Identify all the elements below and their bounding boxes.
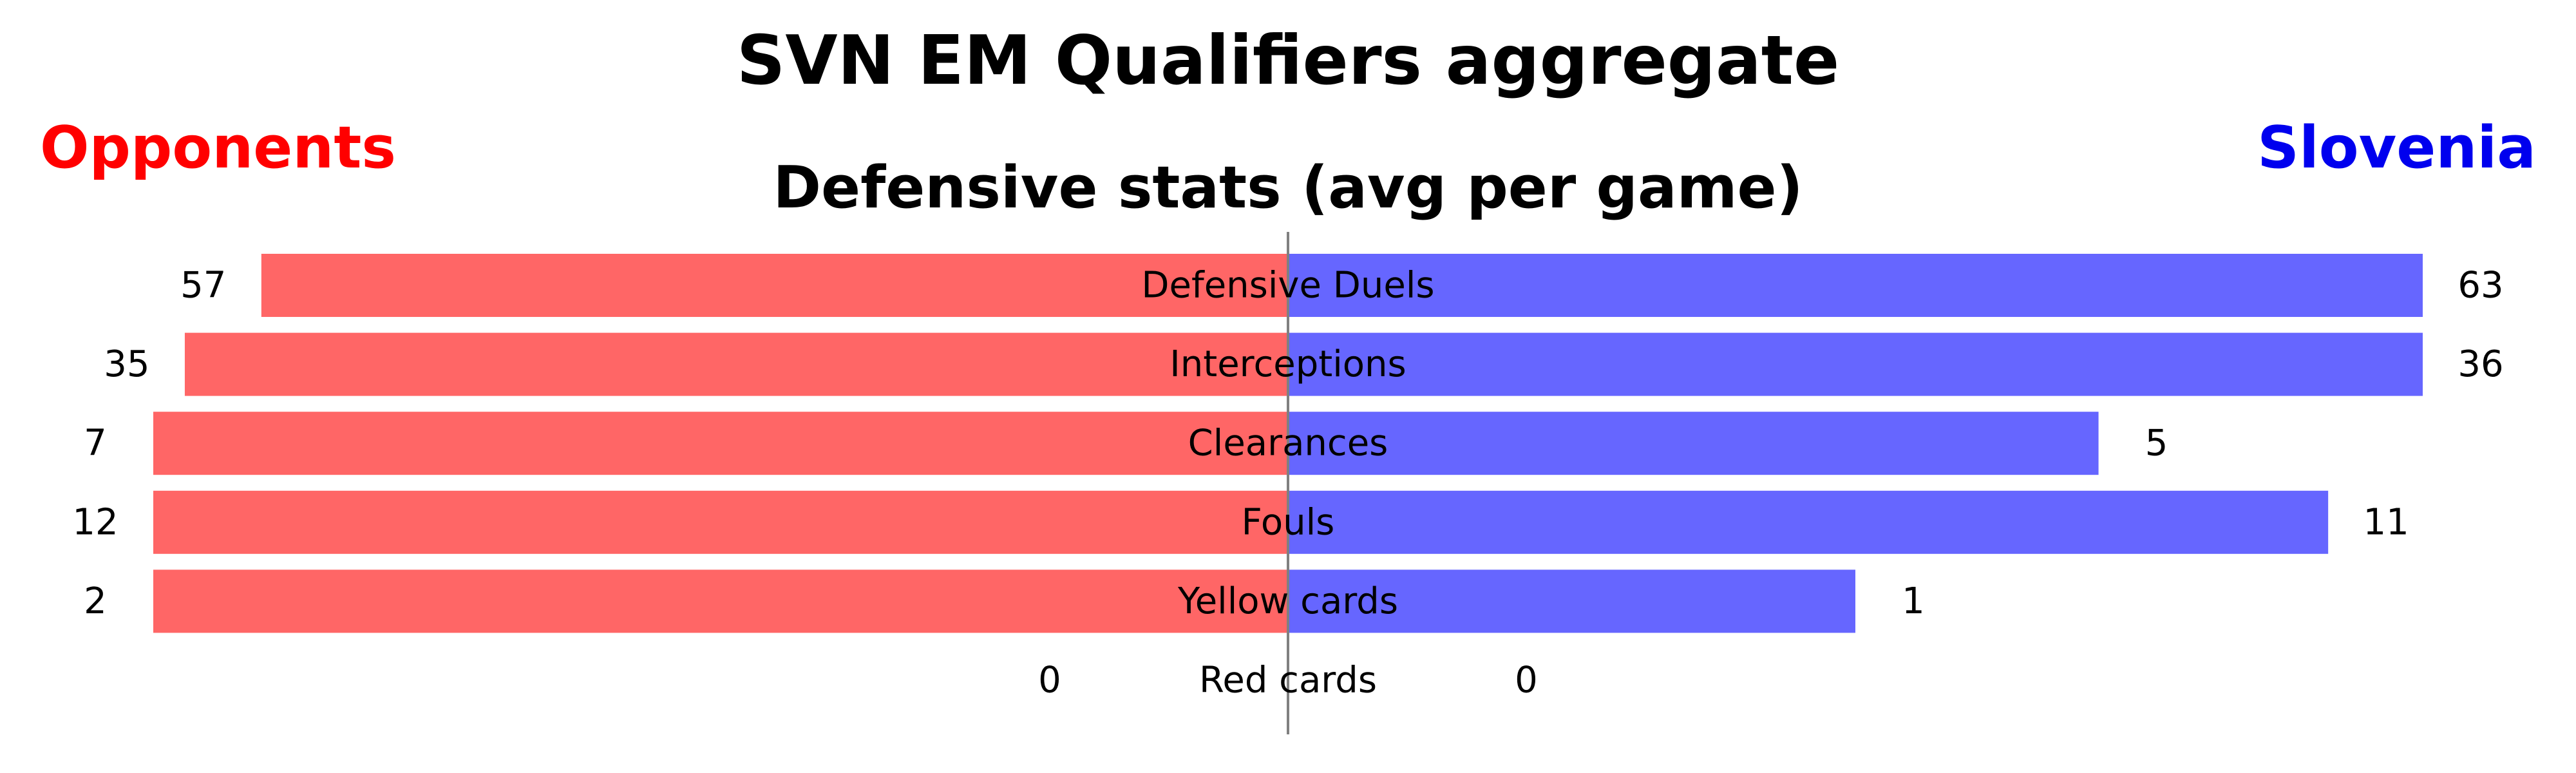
bar-slovenia-fouls [1288,491,2328,554]
category-label-fouls: Fouls [1242,501,1335,543]
value-label-opponents-fouls: 12 [72,501,118,543]
value-label-slovenia-fouls: 11 [2363,501,2409,543]
category-label-interceptions: Interceptions [1170,343,1406,385]
bar-opponents-yellow-cards [153,569,1288,633]
bar-opponents-clearances [153,412,1288,475]
value-label-opponents-clearances: 7 [84,423,107,464]
value-label-slovenia-red-cards: 0 [1515,660,1538,701]
category-label-clearances: Clearances [1188,423,1388,464]
chart-title: SVN EM Qualifiers aggregate [737,21,1839,100]
bar-slovenia-defensive-duels [1288,254,2423,317]
bar-opponents-interceptions [185,333,1288,396]
value-label-opponents-yellow-cards: 2 [84,580,107,622]
bar-opponents-defensive-duels [261,254,1288,317]
category-label-yellow-cards: Yellow cards [1177,580,1398,622]
right-team-label: Slovenia [2257,114,2536,182]
value-label-slovenia-defensive-duels: 63 [2458,265,2503,307]
chart-subtitle: Defensive stats (avg per game) [773,154,1803,222]
category-label-defensive-duels: Defensive Duels [1141,265,1434,307]
value-label-opponents-interceptions: 35 [104,343,149,385]
bar-opponents-fouls [153,491,1288,554]
bar-slovenia-interceptions [1288,333,2423,396]
bar-slovenia-clearances [1288,412,2099,475]
category-label-red-cards: Red cards [1199,660,1377,701]
value-label-slovenia-interceptions: 36 [2458,343,2503,385]
value-label-slovenia-yellow-cards: 1 [1902,580,1925,622]
left-team-label: Opponents [40,114,396,182]
value-label-opponents-red-cards: 0 [1038,660,1061,701]
value-label-slovenia-clearances: 5 [2145,423,2168,464]
value-label-opponents-defensive-duels: 57 [180,265,226,307]
